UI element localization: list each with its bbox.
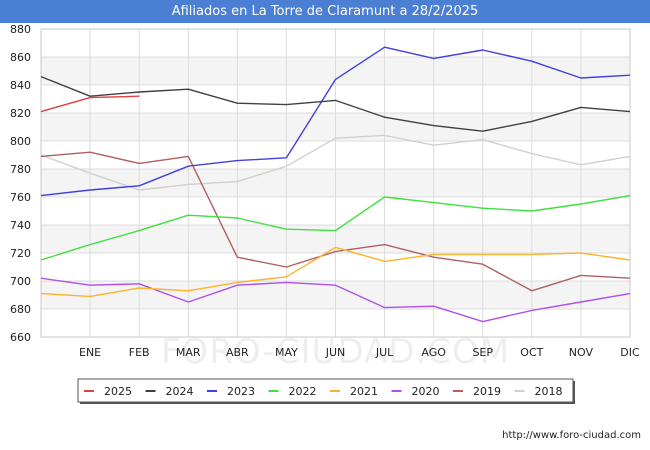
legend-label-2020: 2020: [412, 385, 440, 398]
y-tick-label: 840: [10, 79, 31, 92]
y-tick-label: 860: [10, 51, 31, 64]
y-tick-label: 820: [10, 107, 31, 120]
source-url[interactable]: http://www.foro-ciudad.com: [502, 430, 641, 441]
x-tick-label: MAR: [176, 346, 201, 359]
y-tick-label: 800: [10, 135, 31, 148]
x-tick-label: DIC: [620, 346, 640, 359]
series-line-2021: [40, 246, 631, 298]
legend-label-2022: 2022: [289, 385, 317, 398]
y-tick-label: 660: [10, 331, 31, 344]
x-tick-label: AGO: [421, 346, 446, 359]
y-tick-label: 720: [10, 247, 31, 260]
series-line-2025: [40, 95, 140, 113]
x-tick-label: JUN: [325, 346, 346, 359]
legend: 2025 2024 2023 2022 2021 2020 2019 2018: [77, 378, 574, 403]
y-tick-label: 700: [10, 275, 31, 288]
y-tick-label: 740: [10, 219, 31, 232]
legend-box: [77, 378, 574, 403]
series-line-2020: [40, 277, 631, 323]
series-line-2018: [40, 134, 631, 191]
legend-label-2024: 2024: [166, 385, 194, 398]
legend-label-2025: 2025: [104, 385, 132, 398]
x-tick-label: MAY: [275, 346, 298, 359]
y-tick-label: 760: [10, 191, 31, 204]
series-line-2024: [40, 75, 631, 132]
line-chart: FORO-CIUDAD.COM 660 680 700 720 740 760 780 800 8…: [10, 23, 640, 404]
x-tick-label: ABR: [226, 346, 249, 359]
series-line-2022: [40, 194, 631, 261]
x-tick-label: SEP: [472, 346, 493, 359]
y-tick-label: 680: [10, 303, 31, 316]
x-tick-label: JUL: [375, 346, 394, 359]
legend-label-2023: 2023: [227, 385, 255, 398]
y-tick-label: 780: [10, 163, 31, 176]
chart-title: Afiliados en La Torre de Claramunt a 28/…: [0, 0, 650, 23]
legend-label-2018: 2018: [535, 385, 563, 398]
legend-label-2021: 2021: [350, 385, 378, 398]
y-tick-label: 880: [10, 23, 31, 36]
series-line-2023: [40, 46, 631, 197]
x-tick-label: FEB: [129, 346, 150, 359]
chart-frame: FORO-CIUDAD.COM 660 680 700 720 740 760 780 800 8…: [0, 23, 650, 450]
x-tick-label: NOV: [569, 346, 594, 359]
legend-label-2019: 2019: [473, 385, 501, 398]
x-tick-label: OCT: [520, 346, 543, 359]
x-tick-label: ENE: [79, 346, 101, 359]
series-line-2019: [40, 151, 631, 292]
watermark: FORO-CIUDAD.COM: [161, 332, 510, 372]
plot-area: [40, 28, 631, 338]
